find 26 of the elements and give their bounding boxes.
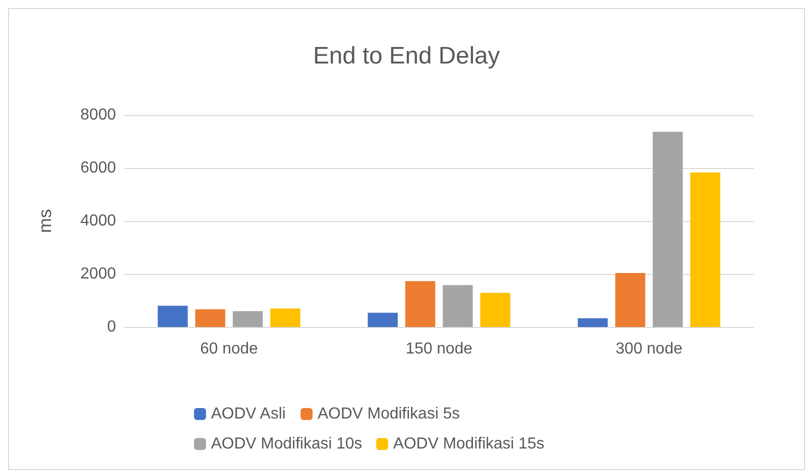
legend-label: AODV Modifikasi 10s [211,436,362,452]
bar [232,311,263,327]
legend-label: AODV Modifikasi 5s [318,406,460,422]
y-tick-label: 8000 [80,106,116,124]
y-tick-label: 0 [107,318,116,336]
y-tick-label: 4000 [80,212,116,230]
bar [578,318,608,327]
bar [158,306,188,327]
bar [690,172,720,327]
chart-title: End to End Delay [313,42,500,70]
bar [270,308,300,327]
y-tick-label: 2000 [80,266,116,282]
bar [368,312,398,327]
legend-label: AODV Modifikasi 15s [393,436,544,452]
legend-label: AODV Asli [211,406,286,422]
bar [442,285,473,327]
y-axis-title: ms [35,209,55,233]
x-tick-label: 150 node [406,340,472,358]
bar [405,281,436,327]
bar [195,309,226,327]
bar [615,272,646,327]
bar [652,132,683,327]
x-tick-label: 60 node [200,340,258,358]
bar [480,292,510,327]
y-tick-label: 6000 [80,160,116,176]
x-tick-label: 300 node [616,340,682,358]
